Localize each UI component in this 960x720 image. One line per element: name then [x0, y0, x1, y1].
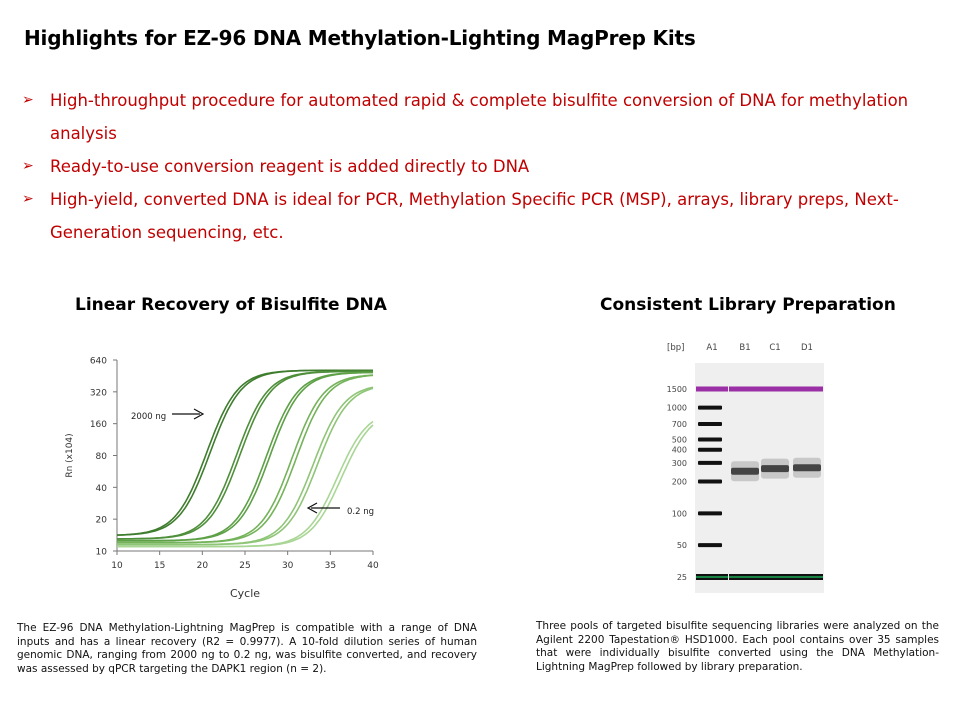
amplification-curve [117, 371, 374, 542]
page-title: Highlights for EZ-96 DNA Methylation-Lig… [24, 26, 696, 50]
ladder-size-label: 400 [672, 446, 687, 455]
ladder-band [698, 437, 722, 442]
amplification-curve [117, 374, 374, 544]
lower-marker-line [729, 576, 761, 578]
lower-marker-line [791, 576, 823, 578]
x-tick-label: 40 [367, 561, 379, 571]
qpcr-lines [117, 369, 374, 548]
arrow-bullet-icon: ➢ [22, 92, 34, 108]
qpcr-amplification-chart: 10 20 40 80 160 320 640 10 15 20 25 30 35 40 Cycle Rn (… [65, 357, 379, 601]
ladder-size-label: 1000 [667, 404, 687, 413]
upper-marker-band [759, 386, 791, 392]
y-tick-label: 10 [96, 548, 108, 558]
gel-lane [695, 363, 729, 593]
ladder-band [698, 511, 722, 516]
y-tick-label: 160 [90, 420, 107, 430]
ladder-size-label: 50 [677, 541, 687, 550]
gel-figure-title: Consistent Library Preparation [600, 295, 896, 315]
amplification-curve [117, 424, 374, 548]
qpcr-chart-title: Linear Recovery of Bisulfite DNA [75, 295, 387, 315]
ladder-size-label: 700 [672, 420, 687, 429]
ladder-band [698, 479, 722, 484]
ladder-size-label: 1500 [667, 385, 687, 394]
x-tick-label: 10 [111, 561, 123, 571]
x-tick-label: 15 [154, 561, 165, 571]
sample-band [793, 464, 821, 472]
qpcr-caption: The EZ-96 DNA Methylation-Lightning MagP… [17, 622, 477, 675]
highlight-text: Ready-to-use conversion reagent is added… [50, 157, 530, 176]
highlight-text: High-throughput procedure for automated … [50, 91, 909, 143]
lane-label: C1 [769, 343, 780, 353]
gel-lane [790, 363, 824, 593]
sample-band [761, 465, 789, 473]
y-tick-label: 640 [90, 357, 107, 367]
y-tick-label: 320 [90, 388, 107, 398]
arrow-left-icon [306, 502, 318, 514]
qpcr-annotations: 2000 ng 0.2 ng [131, 408, 374, 517]
highlight-item: ➢ High-throughput procedure for automate… [22, 84, 942, 150]
x-tick-label: 35 [325, 561, 336, 571]
highlight-item: ➢ High-yield, converted DNA is ideal for… [22, 183, 942, 249]
y-tick-label: 80 [96, 452, 108, 462]
amplification-curve [117, 386, 374, 546]
upper-marker-band [696, 386, 728, 392]
gel-caption: Three pools of targeted bisulfite sequen… [536, 620, 939, 673]
lower-marker-line [696, 576, 728, 578]
y-tick-label: 20 [96, 516, 108, 526]
ladder-band [698, 543, 722, 548]
qpcr-axes: 10 20 40 80 160 320 640 10 15 20 25 30 35 40 Cycle Rn (… [65, 357, 379, 601]
highlight-text: High-yield, converted DNA is ideal for P… [50, 190, 899, 242]
ladder-band [698, 460, 722, 465]
amplification-curve [117, 371, 373, 542]
annotation-label: 2000 ng [131, 412, 166, 422]
x-tick-label: 30 [282, 561, 294, 571]
x-tick-label: 25 [239, 561, 250, 571]
lower-marker-line [759, 576, 791, 578]
highlight-item: ➢ Ready-to-use conversion reagent is add… [22, 150, 942, 183]
amplification-curve [117, 369, 373, 536]
arrow-bullet-icon: ➢ [22, 191, 34, 207]
upper-marker-band [791, 386, 823, 392]
annotation-label: 0.2 ng [347, 507, 374, 517]
upper-marker-band [729, 386, 761, 392]
ladder-size-label: 300 [672, 459, 687, 468]
amplification-curve [117, 387, 374, 546]
tapestation-gel-image: [bp] A1 B1 C1 D1 1500 1000 700 500 400 300 200 100 50… [667, 343, 824, 593]
y-axis-label: Rn (x104) [65, 433, 75, 477]
lane-label: A1 [706, 343, 717, 353]
amplification-curve [117, 370, 373, 540]
lane-label: B1 [739, 343, 750, 353]
x-axis-label: Cycle [230, 587, 260, 600]
x-tick-label: 20 [197, 561, 209, 571]
ladder-band [698, 447, 722, 452]
ladder-band [698, 405, 722, 410]
sample-band [731, 467, 759, 475]
arrow-right-icon [193, 408, 205, 420]
amplification-curve [117, 370, 373, 540]
amplification-curve [117, 374, 374, 544]
ladder-size-label: 500 [672, 435, 687, 444]
arrow-bullet-icon: ➢ [22, 158, 34, 174]
gel-body: [bp] A1 B1 C1 D1 1500 1000 700 500 400 300 200 100 50… [667, 343, 824, 593]
ladder-size-label: 200 [672, 478, 687, 487]
unit-label: [bp] [667, 343, 684, 353]
ladder-band [698, 421, 722, 426]
y-tick-label: 40 [96, 484, 108, 494]
highlights-list: ➢ High-throughput procedure for automate… [22, 84, 942, 249]
amplification-curve [117, 369, 373, 536]
lane-label: D1 [801, 343, 813, 353]
ladder-size-label: 100 [672, 509, 687, 518]
ladder-size-label: 25 [677, 573, 687, 582]
